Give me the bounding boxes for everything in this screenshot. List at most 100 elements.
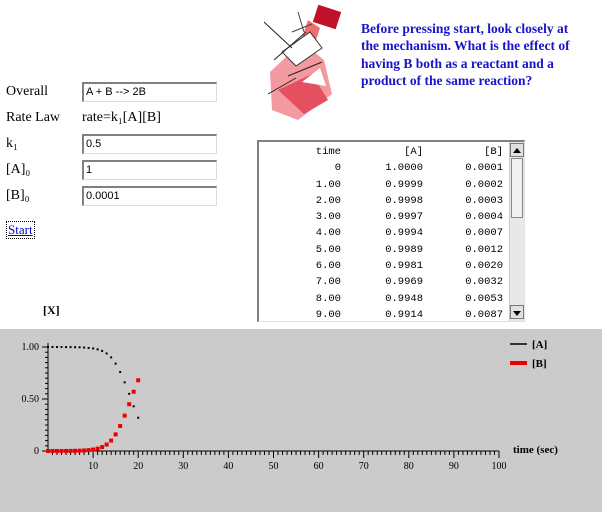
series-a-point [87, 346, 90, 349]
table-cell: 9.00 [315, 308, 341, 321]
series-a-point [105, 352, 108, 355]
triangle-up-icon [513, 148, 521, 153]
table-cell: 0.0020 [465, 260, 503, 273]
series-a-point [110, 356, 113, 359]
x-tick-label: 60 [314, 461, 324, 472]
start-button[interactable]: Start [6, 221, 35, 239]
b0-field[interactable]: 0.0001 [82, 186, 217, 206]
concentration-plot: 10 20 30 40 50 60 70 80 90 100 0 0.50 1.00 time (sec)… [0, 329, 602, 512]
table-header-row: time [A] [B] [259, 144, 509, 160]
table-row: 2.00 0.9998 0.0003 [259, 193, 509, 209]
a0-label: [A]₀ [6, 162, 31, 177]
table-cell: 4.00 [315, 227, 341, 240]
rate-law-value: rate=k₁[A][B] [82, 110, 161, 125]
y-tick-label: 0 [34, 446, 39, 457]
scroll-thumb[interactable] [511, 158, 523, 218]
table-cell: 0.0003 [465, 194, 503, 207]
results-table[interactable]: time [A] [B] 0 1.0000 0.0001 1.00 0.9999 0.00… [257, 140, 525, 322]
table-cell: 0 [334, 162, 341, 175]
series-b-point [91, 447, 96, 452]
table-scrollbar[interactable] [509, 142, 524, 321]
table-cell: 0.9989 [385, 243, 423, 256]
y-tick-label: 0.50 [22, 394, 40, 405]
series-b-point [122, 413, 127, 418]
x-tick-label: 100 [492, 461, 507, 472]
series-b-point [50, 448, 55, 453]
y-axis-label: [X] [43, 303, 60, 317]
table-row: 3.00 0.9997 0.0004 [259, 209, 509, 225]
rate-law-label: Rate Law [6, 110, 61, 125]
scroll-down-button[interactable] [510, 305, 524, 319]
results-table-body: time [A] [B] 0 1.0000 0.0001 1.00 0.9999 0.00… [259, 144, 509, 321]
table-cell: 0.9981 [385, 260, 423, 273]
scroll-up-button[interactable] [510, 143, 524, 157]
series-b-point [95, 446, 100, 451]
chart-svg: 10 20 30 40 50 60 70 80 90 100 0 0.50 1.00 time (sec)… [22, 339, 559, 472]
table-cell: 0.9969 [385, 276, 423, 289]
table-row: 6.00 0.9981 0.0020 [259, 258, 509, 274]
question-text: Before pressing start, look closely at t… [361, 21, 570, 88]
series-a-point [92, 347, 95, 350]
series-a-point [96, 348, 99, 351]
table-cell: 2.00 [315, 194, 341, 207]
series-a-point [69, 346, 72, 349]
table-cell: 0.9999 [385, 178, 423, 191]
series-a-point [56, 346, 59, 348]
x-tick-label: 90 [449, 461, 459, 472]
legend-label: [B] [532, 358, 547, 370]
table-cell: 7.00 [315, 276, 341, 289]
x-tick-label: 20 [133, 461, 143, 472]
table-cell: 0.0032 [465, 276, 503, 289]
table-cell: 0.0087 [465, 308, 503, 321]
series-b-point [59, 448, 64, 453]
legend-label: [A] [532, 339, 547, 351]
a0-field[interactable]: 1 [82, 160, 217, 180]
table-row: 5.00 0.9989 0.0012 [259, 242, 509, 258]
series-b-point [64, 448, 69, 453]
table-row: 8.00 0.9948 0.0053 [259, 291, 509, 307]
series-a-point [60, 346, 63, 348]
series-b-point [73, 448, 78, 453]
series-a-point [65, 346, 68, 349]
table-cell: 0.0012 [465, 243, 503, 256]
table-row: 1.00 0.9999 0.0002 [259, 177, 509, 193]
triangle-down-icon [513, 311, 521, 316]
table-header-a: [A] [404, 146, 423, 158]
overall-label: Overall [6, 84, 48, 99]
series-b-point [46, 448, 50, 453]
series-b-point [109, 438, 114, 443]
table-cell: 8.00 [315, 292, 341, 305]
table-cell: 1.00 [315, 178, 341, 191]
series-a-point [132, 405, 135, 408]
series-a-point [128, 392, 131, 395]
x-tick-label: 30 [178, 461, 188, 472]
table-cell: 0.0001 [465, 162, 503, 175]
series-a-point [51, 346, 54, 348]
x-tick-label: 10 [88, 461, 98, 472]
overall-reaction-field[interactable]: A + B --> 2B [82, 82, 217, 102]
series-a-point [47, 346, 49, 348]
table-cell: 0.0002 [465, 178, 503, 191]
series-a-point [83, 346, 86, 349]
scientist-illustration-icon [263, 4, 342, 120]
k1-label: k₁ [6, 136, 18, 151]
x-tick-label: 40 [223, 461, 233, 472]
table-row: 4.00 0.9994 0.0007 [259, 225, 509, 241]
table-cell: 0.9914 [385, 308, 423, 321]
x-tick-label: 80 [404, 461, 414, 472]
x-tick-label: 50 [269, 461, 279, 472]
series-b-point [68, 448, 73, 453]
series-b-point [131, 389, 136, 394]
table-cell: 0.9997 [385, 211, 423, 224]
table-row: 0 1.0000 0.0001 [259, 160, 509, 176]
series-b-point [113, 432, 118, 437]
series-b-point [82, 448, 87, 453]
table-cell: 3.00 [315, 211, 341, 224]
k1-field[interactable]: 0.5 [82, 134, 217, 154]
table-cell: 0.0053 [465, 292, 503, 305]
series-a-point [123, 381, 126, 384]
series-b-point [104, 442, 109, 447]
table-row: 9.00 0.9914 0.0087 [259, 307, 509, 321]
table-cell: 6.00 [315, 260, 341, 273]
b0-label: [B]₀ [6, 188, 30, 203]
